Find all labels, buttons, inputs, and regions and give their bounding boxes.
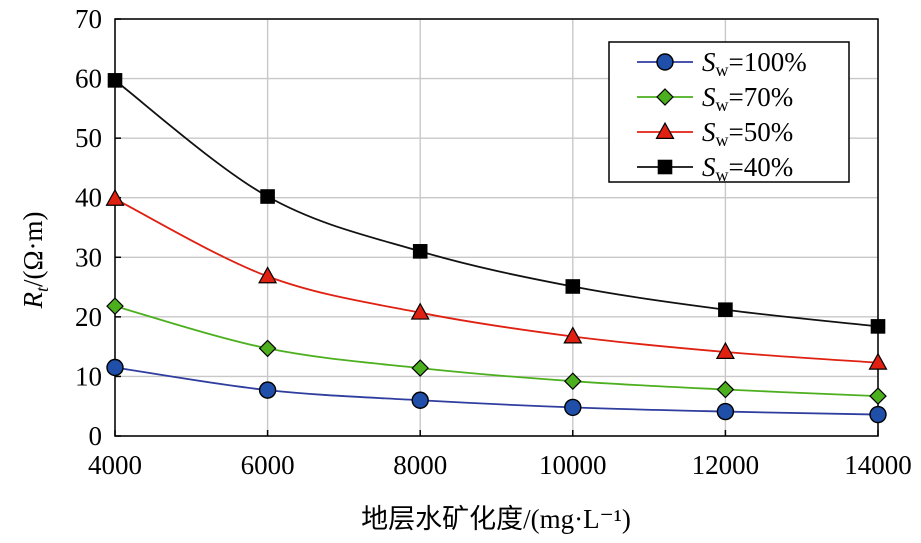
data-point <box>411 391 429 409</box>
legend-item: Sw=70% <box>637 82 793 115</box>
data-point <box>258 266 278 284</box>
series-line <box>114 79 879 328</box>
series-2 <box>105 188 888 370</box>
x-tick-label: 14000 <box>844 450 912 480</box>
x-tick-label: 10000 <box>539 450 607 480</box>
axis-ticks: 4000 6000 8000 10000 12000 14000 0 10 20 30 40 50 60… <box>75 4 912 480</box>
data-point <box>258 381 277 399</box>
data-point <box>870 319 886 334</box>
legend-marker <box>656 88 674 106</box>
legend-label: Sw=40% <box>702 152 793 185</box>
legend-label-symbol: S <box>702 47 716 77</box>
legend-label-symbol: S <box>702 117 716 147</box>
legend-item: Sw=50% <box>637 117 793 150</box>
y-tick-label: 60 <box>75 64 102 94</box>
legend-label-value: =40% <box>729 152 794 182</box>
y-tick-label: 0 <box>89 421 103 451</box>
y-tick-label: 30 <box>75 242 102 272</box>
data-point <box>260 189 275 204</box>
y-tick-label: 20 <box>75 302 102 332</box>
data-point <box>563 372 582 391</box>
legend-label-value: =100% <box>729 47 807 77</box>
legend: Sw=100%Sw=70%Sw=50%Sw=40% <box>608 41 850 185</box>
y-tick-label: 10 <box>75 361 102 391</box>
data-point <box>565 279 581 294</box>
y-tick-label: 70 <box>75 4 102 34</box>
data-point <box>718 302 733 318</box>
data-point <box>563 326 583 344</box>
data-point <box>107 73 123 88</box>
data-point <box>868 352 888 370</box>
legend-label-subscript: w <box>716 95 729 115</box>
data-point <box>106 297 124 315</box>
legend-box <box>608 41 850 183</box>
legend-label-value: =50% <box>729 117 794 147</box>
data-point <box>869 405 887 424</box>
y-axis-label: Rt/(Ω·m) <box>18 211 52 309</box>
legend-label-symbol: S <box>702 152 716 182</box>
y-axis-label-unit: /(Ω·m) <box>18 211 48 287</box>
legend-label: Sw=50% <box>702 117 793 150</box>
data-point <box>410 302 430 320</box>
legend-item: Sw=100% <box>637 47 807 80</box>
legend-label-value: =70% <box>729 82 794 112</box>
y-axis-label-symbol: R <box>18 292 48 310</box>
legend-marker <box>657 159 673 175</box>
series-line <box>114 198 879 364</box>
data-point <box>716 402 735 421</box>
data-point <box>105 188 125 206</box>
y-tick-label: 40 <box>75 183 102 213</box>
x-tick-label: 6000 <box>241 450 295 480</box>
series-layer <box>105 73 888 424</box>
legend-marker <box>656 53 674 71</box>
x-axis-label: 地层水矿化度/(mg·L⁻¹) <box>361 504 631 534</box>
data-point <box>258 339 277 358</box>
legend-label-subscript: w <box>716 60 729 80</box>
data-point <box>564 398 582 417</box>
y-tick-label: 50 <box>75 123 102 153</box>
series-3 <box>107 73 886 334</box>
legend-marker <box>655 121 675 139</box>
data-point <box>869 387 887 405</box>
series-line <box>114 305 879 397</box>
plot-frame <box>114 18 879 437</box>
data-point <box>715 341 735 359</box>
legend-label: Sw=70% <box>702 82 793 115</box>
legend-label: Sw=100% <box>702 47 807 80</box>
series-line <box>114 366 879 416</box>
legend-item: Sw=40% <box>637 152 793 185</box>
x-tick-label: 8000 <box>393 450 447 480</box>
data-point <box>716 380 735 399</box>
x-tick-label: 4000 <box>88 450 142 480</box>
data-point <box>106 358 124 377</box>
series-0 <box>106 358 887 424</box>
x-tick-label: 12000 <box>692 450 760 480</box>
series-1 <box>106 297 887 405</box>
legend-label-symbol: S <box>702 82 716 112</box>
data-point <box>412 244 428 259</box>
legend-label-subscript: w <box>716 165 729 185</box>
legend-label-subscript: w <box>716 130 729 150</box>
y-axis-label-subscript: t <box>32 286 52 292</box>
data-point <box>411 359 430 377</box>
